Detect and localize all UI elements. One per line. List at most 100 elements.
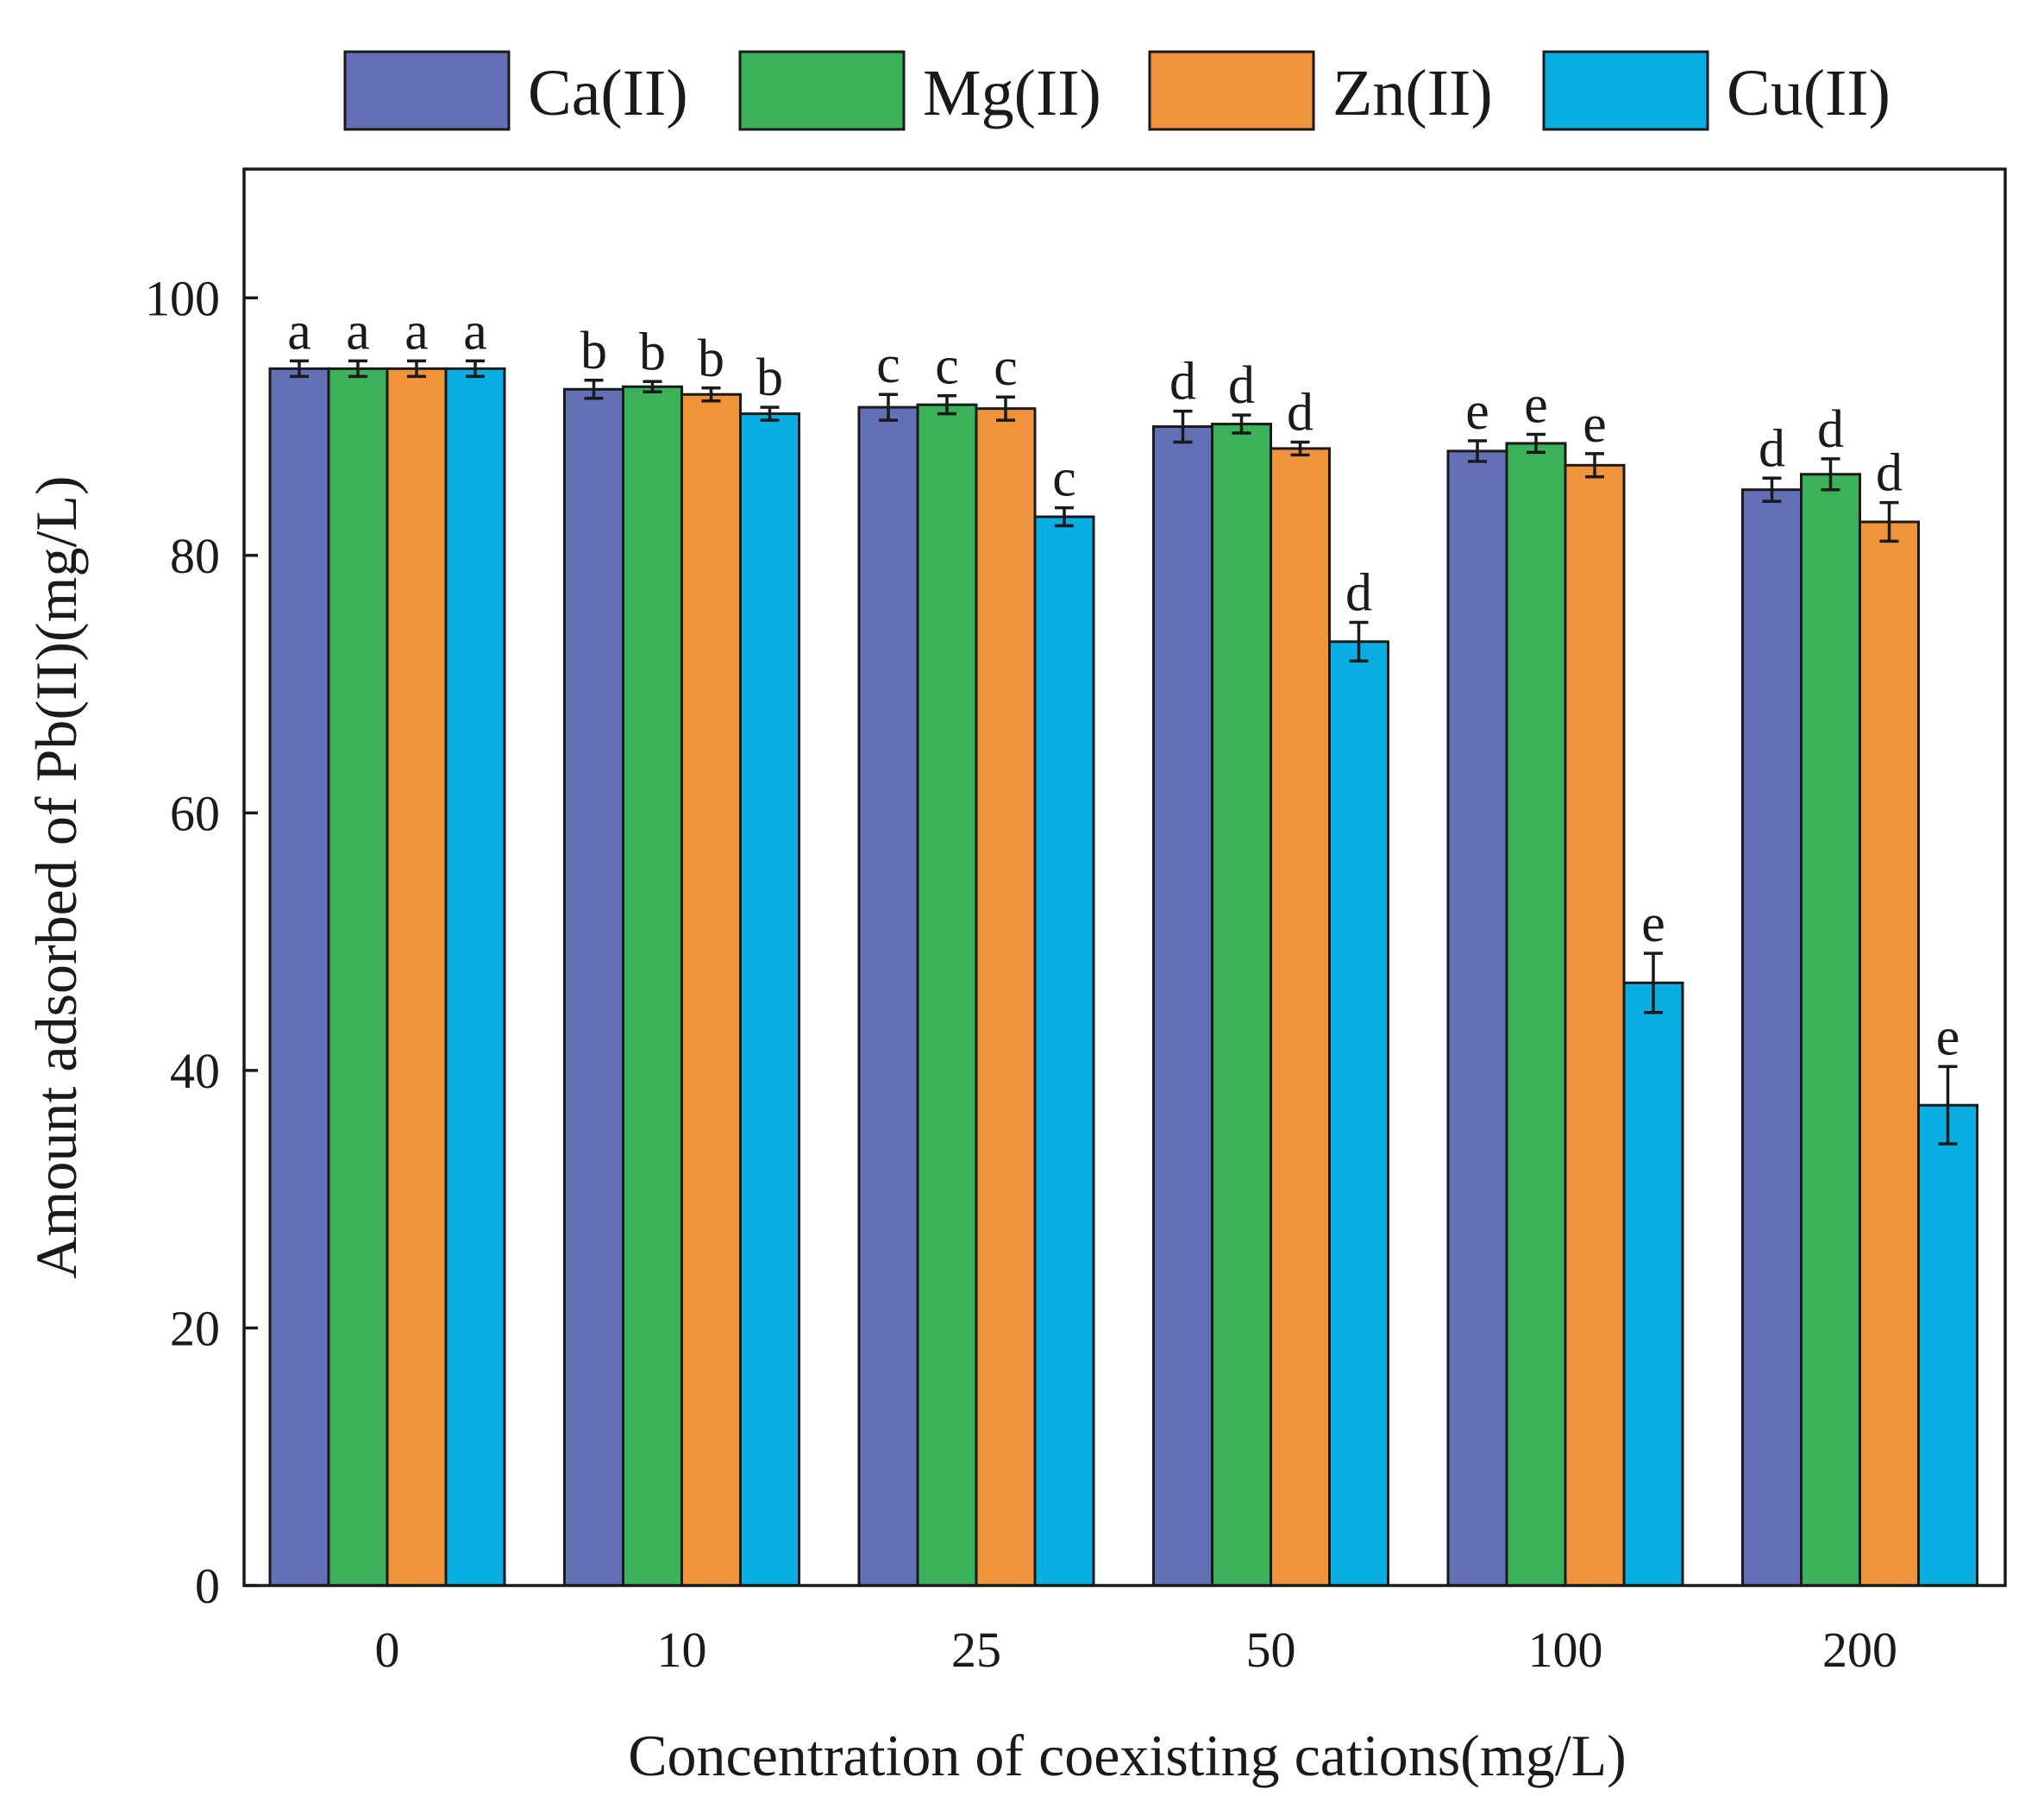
legend-label: Ca(II) [528,57,688,129]
error-bar [1879,500,1899,543]
significance-letter: b [580,322,607,380]
legend-swatch [738,50,906,131]
bar-Cu(II)-25 [1033,515,1095,1587]
bar-Zn(II)-0 [386,367,448,1587]
error-bar [701,386,721,403]
bar-Ca(II)-25 [857,405,919,1587]
bar-Mg(II)-200 [1800,473,1861,1587]
y-tick-label: 40 [170,1043,220,1099]
bar-Cu(II)-10 [739,412,800,1587]
significance-letter: c [935,337,959,396]
error-bar [996,395,1015,422]
error-bar [407,359,426,379]
y-axis: 0 20 40 60 80 100 [145,270,258,1614]
y-tick-label: 0 [195,1558,220,1614]
error-bar [584,379,604,400]
error-bar [879,392,898,422]
bar-Zn(II)-50 [1270,447,1331,1587]
x-axis-title: Concentration of coexisting cations(mg/L… [628,1723,1627,1788]
error-bar [466,359,485,379]
bar-Mg(II)-0 [327,367,389,1587]
legend-item-Cu(II): Cu(II) [1542,50,1890,131]
significance-letter: e [1465,382,1489,441]
significance-letter: e [1641,895,1665,953]
x-tick-label: 200 [1822,1622,1897,1678]
legend-swatch [343,50,511,131]
plot-frame [242,167,2007,1587]
bar-Zn(II)-200 [1859,520,1920,1587]
significance-letter: a [287,302,311,361]
error-bar [937,393,956,416]
error-bar [1527,432,1546,455]
significance-letter: a [346,302,370,361]
significance-letter: d [1169,353,1196,411]
significance-letter: e [1524,376,1548,435]
legend: Ca(II) Mg(II) Zn(II) Cu(II) [343,50,1890,131]
significance-letter: d [1287,383,1314,442]
error-bar [760,405,780,422]
significance-letter: c [1052,449,1076,508]
significance-letter: d [1876,444,1903,503]
bar-Zn(II)-10 [680,392,742,1587]
significance-letter: c [994,338,1018,397]
legend-item-Zn(II): Zn(II) [1148,50,1493,131]
legend-swatch [1542,50,1709,131]
significance-letter: b [639,323,666,381]
significance-letter: d [1817,400,1844,459]
legend-swatch [1148,50,1315,131]
significance-letter: d [1759,419,1785,478]
bar-Ca(II)-200 [1741,488,1803,1587]
x-tick-label: 10 [657,1622,707,1678]
significance-letter: a [463,302,487,361]
bar-Cu(II)-100 [1622,981,1684,1587]
bar-Ca(II)-0 [268,367,330,1587]
legend-item-Mg(II): Mg(II) [738,50,1101,131]
bar-Cu(II)-200 [1917,1103,1978,1587]
significance-letter: b [698,330,724,388]
legend-item-Ca(II): Ca(II) [343,50,688,131]
error-bar [1468,439,1487,463]
x-tick-label: 0 [375,1622,400,1678]
legend-label: Mg(II) [923,57,1101,129]
error-bar [348,359,367,379]
significance-letter: e [1583,395,1607,454]
x-tick-label: 25 [951,1622,1001,1678]
significance-letter: d [1345,563,1372,622]
y-tick-label: 100 [145,270,220,326]
y-tick-label: 20 [170,1300,220,1356]
significance-letter: b [756,349,783,407]
significance-letter: a [404,302,429,361]
bar-Zn(II)-100 [1564,463,1626,1587]
significance-letter: c [876,336,900,394]
error-bar [1644,951,1663,1014]
x-tick-label: 100 [1528,1622,1603,1678]
y-axis-title: Amount adsorbed of Pb(II)(mg/L) [23,475,89,1278]
error-bar [1290,440,1310,457]
error-bar [1173,409,1193,444]
bar-Cu(II)-50 [1328,640,1389,1587]
error-bar [643,380,662,393]
error-bar [290,359,309,379]
error-bar [1232,413,1251,435]
bars-group [268,367,1978,1587]
y-tick-label: 80 [170,528,220,584]
y-tick-label: 60 [170,785,220,841]
legend-label: Zn(II) [1332,57,1493,129]
bar-Zn(II)-25 [975,407,1037,1587]
significance-letter: d [1228,356,1255,415]
bar-Mg(II)-10 [622,385,683,1587]
significance-letter: e [1936,1008,1960,1066]
x-tick-label: 50 [1246,1622,1296,1678]
error-bar [1055,506,1074,528]
bar-Ca(II)-100 [1446,449,1508,1587]
error-bar [1762,476,1782,503]
bar-Ca(II)-50 [1152,425,1213,1587]
bar-Cu(II)-0 [444,367,506,1587]
error-bar [1821,457,1840,492]
bar-Ca(II)-10 [563,387,624,1587]
error-bar [1938,1064,1958,1146]
bar-Mg(II)-50 [1211,423,1272,1587]
